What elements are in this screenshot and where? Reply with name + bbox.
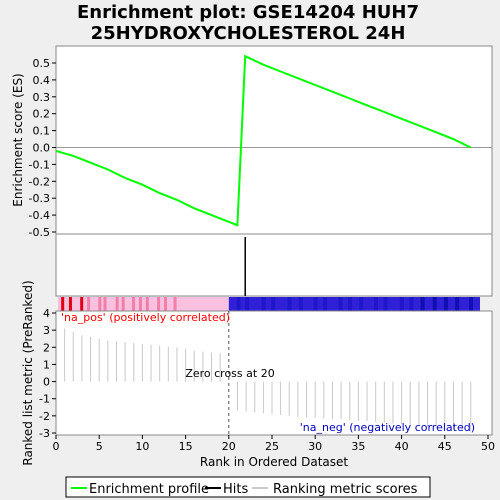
es-y-tick-label: 0.1 [33, 125, 51, 138]
x-axis-label: Rank in Ordered Dataset [200, 455, 348, 469]
colorbar-stripe-positive [68, 297, 72, 312]
colorbar-stripe-negative [455, 297, 460, 312]
ranked-y-tick-label: -3 [39, 427, 50, 440]
colorbar-negative-region [228, 297, 480, 312]
x-tick-label: 25 [265, 440, 279, 453]
es-panel [55, 45, 493, 235]
hits-panel [55, 233, 493, 297]
ranked-y-tick-label: 0 [43, 376, 50, 389]
ranked-y-tick-label: 4 [43, 307, 50, 320]
colorbar-stripe-negative [432, 297, 437, 312]
colorbar-stripe-negative [271, 297, 276, 312]
ranked-y-tick-label: 2 [43, 341, 50, 354]
es-y-tick-label: -0.4 [29, 209, 50, 222]
negative-correlation-label: 'na_neg' (negatively correlated) [300, 421, 475, 434]
legend-hits: Hits [223, 482, 248, 497]
colorbar-stripe-negative [322, 297, 327, 312]
colorbar-stripe-negative [399, 297, 404, 312]
es-y-axis: 0.5 0.4 0.3 0.2 0.1 0.0 -0.1 -0.2 -0.3 -0.4 -0.5 [29, 57, 492, 239]
x-tick-label: 20 [222, 440, 236, 453]
es-y-tick-label: 0.3 [33, 91, 51, 104]
colorbar-stripe-negative [338, 297, 343, 312]
colorbar-stripe-positive [103, 297, 107, 312]
colorbar-stripe-positive [87, 297, 91, 312]
colorbar-stripe-positive [138, 297, 142, 312]
colorbar-stripe-negative [383, 297, 388, 312]
colorbar-stripe-negative [420, 297, 425, 312]
colorbar-stripe-negative [245, 297, 250, 312]
ranked-y-axis: 4 3 2 1 0 -1 -2 -3 [39, 307, 56, 440]
x-tick-label: 35 [351, 440, 365, 453]
es-y-tick-label: -0.1 [29, 158, 50, 171]
colorbar-stripe-negative [348, 297, 353, 312]
ranked-color-bar [58, 297, 480, 312]
ranked-y-axis-label: Ranked list metric (PreRanked) [21, 280, 35, 465]
es-y-tick-label: -0.2 [29, 175, 50, 188]
colorbar-stripe-positive [145, 297, 149, 312]
colorbar-stripe-negative [313, 297, 318, 312]
zero-cross-label: Zero cross at 20 [185, 367, 274, 380]
x-tick-label: 5 [96, 440, 103, 453]
enrichment-profile-series [55, 54, 472, 227]
ranked-y-tick-label: -2 [39, 410, 50, 423]
ranked-x-axis: 0 5 10 15 20 25 30 35 40 45 50 [53, 435, 495, 453]
x-tick-label: 30 [308, 440, 322, 453]
colorbar-stripe-negative [443, 297, 448, 312]
colorbar-stripe-positive [61, 297, 65, 312]
colorbar-stripe-positive [121, 297, 125, 312]
colorbar-stripe-positive [80, 297, 84, 312]
ranked-y-tick-label: -1 [39, 393, 50, 406]
es-y-tick-label: -0.3 [29, 192, 50, 205]
colorbar-stripe-negative [409, 297, 414, 312]
colorbar-stripe-positive [157, 297, 161, 312]
x-tick-label: 15 [179, 440, 193, 453]
es-y-axis-label: Enrichment score (ES) [11, 73, 25, 206]
colorbar-stripe-negative [359, 297, 364, 312]
colorbar-stripe-negative [468, 297, 473, 312]
ranking-metric-series [64, 328, 472, 432]
colorbar-stripe-positive [115, 297, 119, 312]
x-tick-label: 40 [395, 440, 409, 453]
colorbar-stripe-positive [132, 297, 136, 312]
colorbar-stripe-negative [373, 297, 378, 312]
enrichment-profile-line [55, 54, 472, 227]
x-tick-label: 0 [53, 440, 60, 453]
es-y-tick-label: -0.5 [29, 226, 50, 239]
colorbar-stripe-positive [173, 297, 177, 312]
colorbar-stripe-negative [287, 297, 292, 312]
x-tick-label: 50 [481, 440, 495, 453]
legend: Enrichment profile Hits Ranking metric s… [65, 476, 431, 498]
x-tick-label: 10 [135, 440, 149, 453]
legend-enrichment-profile: Enrichment profile [89, 482, 209, 497]
legend-ranking-metric-scores: Ranking metric scores [273, 482, 418, 497]
es-y-tick-label: 0.2 [33, 108, 51, 121]
es-y-tick-label: 0.0 [33, 142, 51, 155]
x-tick-label: 45 [438, 440, 452, 453]
colorbar-stripe-negative [261, 297, 266, 312]
colorbar-stripe-positive [164, 297, 167, 312]
ranked-y-tick-label: 3 [43, 324, 50, 337]
chart-title-line-2: 25HYDROXYCHOLESTEROL 24H [91, 23, 406, 44]
positive-correlation-label: 'na_pos' (positively correlated) [61, 311, 230, 324]
colorbar-stripe-negative [236, 297, 241, 312]
colorbar-stripe-positive [98, 297, 102, 312]
colorbar-positive-region [58, 297, 229, 312]
es-y-tick-label: 0.5 [33, 57, 51, 70]
colorbar-stripe-negative [298, 297, 303, 312]
chart-title-line-1: Enrichment plot: GSE14204 HUH7 [77, 2, 419, 23]
es-y-tick-label: 0.4 [33, 74, 51, 87]
ranked-y-tick-label: 1 [43, 358, 50, 371]
